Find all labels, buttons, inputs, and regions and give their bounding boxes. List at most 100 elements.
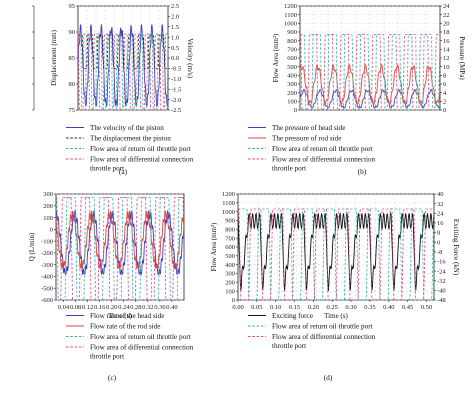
y-tick-label: 800 — [225, 227, 235, 234]
y-tick-label: -100 — [41, 238, 53, 245]
x-tick-label: 0.15 — [289, 304, 300, 311]
panel-caption: (a) — [119, 167, 128, 176]
y2-tick-label: 24 — [443, 3, 450, 10]
legend-label: The velocity of the piston — [90, 124, 164, 132]
panel-caption: (b) — [358, 167, 367, 176]
y-tick-label: 100 — [43, 215, 53, 222]
legend-label: The pressure of head side — [272, 124, 345, 132]
x-tick-label: 0.32 — [142, 304, 153, 311]
legend-label: throttle port — [90, 353, 124, 361]
x-axis-label: Time (s) — [324, 312, 348, 320]
y2-tick-label: 2.5 — [171, 3, 179, 10]
y2-tick-label: 32 — [437, 201, 444, 208]
x-tick-label: 0.40 — [383, 304, 394, 311]
legend-label: Flow rate of the rod side — [90, 323, 160, 331]
x-tick-label: 0.30 — [345, 304, 356, 311]
y-axis-label: Flow Area (mm²) — [210, 222, 218, 271]
y-tick-label: -200 — [41, 250, 53, 257]
legend-label: Flow area of return oil throttle port — [90, 333, 191, 341]
x-tick-label: 0.20 — [308, 304, 319, 311]
series-line — [56, 197, 184, 300]
x-tick-label: 0.35 — [364, 304, 375, 311]
y2-tick-label: 40 — [437, 191, 444, 198]
legend-label: Flow area of return oil throttle port — [272, 145, 373, 153]
y2-tick-label: 10 — [443, 64, 450, 71]
y2-tick-label: -16 — [437, 259, 446, 266]
y2-tick-label: 2 — [443, 99, 446, 106]
legend-label: Exciting force — [272, 312, 313, 320]
y-tick-label: 600 — [287, 55, 297, 62]
legend-label: throttle port — [272, 342, 306, 350]
y2-tick-label: 12 — [443, 55, 450, 62]
panel-1: 95 90 85 80 75 Displacement (mm) 2.5 2.0 1.5 1.0 0… — [32, 3, 194, 176]
y-tick-label: 200 — [225, 280, 235, 287]
panel-caption: (d) — [324, 373, 333, 382]
y2-tick-label: -8 — [437, 249, 442, 256]
x-tick-label: 0.20 — [106, 304, 117, 311]
y2-tick-label: -0.5 — [171, 66, 181, 73]
y2-tick-label: 6 — [443, 81, 447, 88]
series-line — [238, 211, 434, 291]
legend-label: The pressure of rod side — [272, 135, 341, 143]
y-tick-label: 1000 — [284, 21, 297, 28]
series-line — [300, 64, 440, 104]
y-tick-label: 300 — [43, 191, 53, 198]
legend-label: throttle port — [272, 165, 306, 173]
x-tick-label: 0.28 — [130, 304, 141, 311]
y2-axis-label: Velocity (m/s) — [186, 38, 194, 79]
series-line — [300, 34, 440, 110]
series-line — [56, 209, 184, 276]
y-tick-label: 0 — [232, 297, 235, 304]
y2-tick-label: -2.5 — [171, 107, 181, 114]
y-tick-label: 700 — [225, 235, 235, 242]
y2-tick-label: 1.0 — [171, 34, 179, 41]
x-axis-label: Time (s) — [108, 312, 132, 320]
y-tick-label: 0 — [294, 107, 297, 114]
y-tick-label: 300 — [287, 81, 297, 88]
y-tick-label: 400 — [287, 73, 297, 80]
y2-tick-label: 22 — [443, 12, 450, 19]
y2-tick-label: -1.5 — [171, 86, 181, 93]
y-tick-label: 1200 — [284, 3, 297, 10]
y-axis-label: Q (L/min) — [28, 232, 36, 261]
y-tick-label: 400 — [225, 262, 235, 269]
y2-tick-label: -40 — [437, 288, 446, 295]
y-tick-label: 1100 — [222, 200, 235, 207]
x-tick-label: 0.24 — [118, 304, 130, 311]
legend-label: Flow rate of the head side — [90, 312, 164, 320]
y-tick-label: 200 — [287, 90, 297, 97]
x-tick-label: 0.16 — [94, 304, 106, 311]
y-tick-label: 75 — [69, 107, 76, 114]
y-tick-label: 100 — [287, 99, 297, 106]
x-tick-label: 0.40 — [166, 304, 177, 311]
panel-3: 300 200 100 0 -100 -200 -300 -400 -500 -600 Q (L/m… — [28, 191, 194, 382]
y2-tick-label: 8 — [437, 230, 440, 237]
legend-label: Flow area of return oil throttle port — [272, 323, 373, 331]
x-tick-label: 0.10 — [270, 304, 281, 311]
y2-tick-label: 16 — [443, 38, 450, 45]
y2-tick-label: 14 — [443, 47, 450, 54]
y-tick-label: 1000 — [222, 209, 235, 216]
y2-tick-label: -32 — [437, 278, 446, 285]
y2-tick-label: 18 — [443, 29, 450, 36]
x-tick-label: 0.00 — [232, 304, 243, 311]
y-tick-label: -500 — [41, 285, 53, 292]
y2-tick-label: 24 — [437, 210, 444, 217]
y2-tick-label: 0.5 — [171, 45, 179, 52]
legend-label: throttle port — [90, 165, 124, 173]
y-tick-label: 80 — [69, 81, 76, 88]
y2-tick-label: 0 — [437, 239, 440, 246]
y-tick-label: -300 — [41, 262, 53, 269]
y-tick-label: 300 — [225, 271, 235, 278]
legend-label: Flow area of differential connection — [272, 156, 376, 164]
legend-label: The displacement the piston — [90, 135, 171, 143]
y-tick-label: 500 — [225, 253, 235, 260]
x-tick-label: 0.08 — [70, 304, 81, 311]
y-tick-label: -400 — [41, 274, 53, 281]
y2-tick-label: -48 — [437, 297, 446, 304]
y-tick-label: 800 — [287, 38, 297, 45]
x-tick-label: 0.36 — [154, 304, 166, 311]
panel-2: 1200110010009008007006005004003002001000… — [248, 3, 466, 176]
y2-tick-label: -1.0 — [171, 76, 181, 83]
y2-tick-label: 0.0 — [171, 55, 179, 62]
